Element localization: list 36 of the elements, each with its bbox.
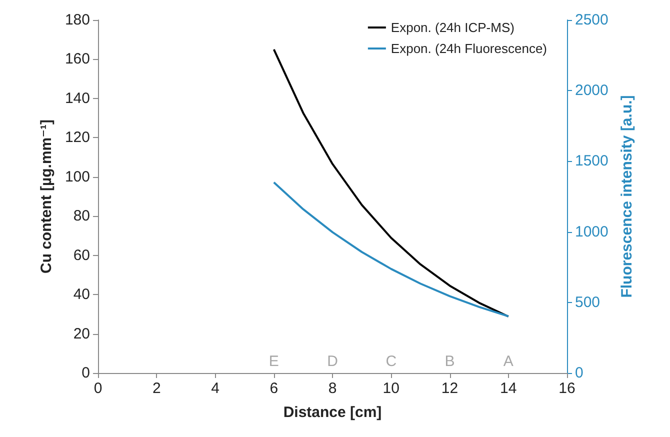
x-tick-label: 0 (94, 380, 102, 397)
line-series (272, 181, 510, 318)
y2-tick-label: 0 (575, 364, 584, 382)
y2-tick-label: 1500 (575, 152, 608, 170)
y-tick-label: 100 (64, 168, 90, 186)
y2-tick-label: 500 (575, 294, 600, 311)
y2-tick-label: 2000 (575, 82, 608, 100)
annotation: C (386, 353, 397, 370)
legend-label: Expon. (24h ICP-MS) (390, 20, 514, 35)
x-tick-label: 16 (558, 380, 576, 397)
y2-axis-title: Fluorescence intensity [a.u.] (618, 95, 636, 298)
x-tick-label: 14 (500, 380, 517, 397)
y-tick-label: 180 (64, 12, 90, 28)
y2-tick-label: 2500 (575, 12, 608, 28)
x-tick-label: 6 (270, 380, 278, 397)
y-tick-label: 40 (73, 286, 90, 304)
y-tick-label: 0 (82, 364, 90, 382)
y-tick-label: 120 (64, 129, 90, 146)
y-tick-label: 60 (73, 246, 90, 264)
y-tick-label: 140 (64, 90, 90, 107)
x-tick-label: 2 (152, 380, 161, 397)
y-tick-label: 160 (64, 50, 90, 68)
y-tick-label: 20 (73, 325, 90, 342)
annotation: A (503, 353, 514, 370)
x-tick-label: 8 (328, 380, 337, 397)
x-tick-label: 10 (382, 380, 400, 397)
annotation: E (268, 353, 279, 370)
x-axis-title: Distance [cm] (283, 404, 382, 421)
x-tick-label: 4 (211, 380, 220, 397)
annotation: B (444, 353, 455, 370)
annotation: D (327, 353, 338, 370)
x-tick-label: 12 (441, 380, 458, 397)
y2-tick-label: 1000 (575, 223, 608, 240)
legend-label: Expon. (24h Fluorescence) (390, 41, 548, 56)
y-tick-label: 80 (73, 208, 90, 225)
y-axis-title: Cu content [µg.mm⁻¹] (38, 119, 56, 274)
